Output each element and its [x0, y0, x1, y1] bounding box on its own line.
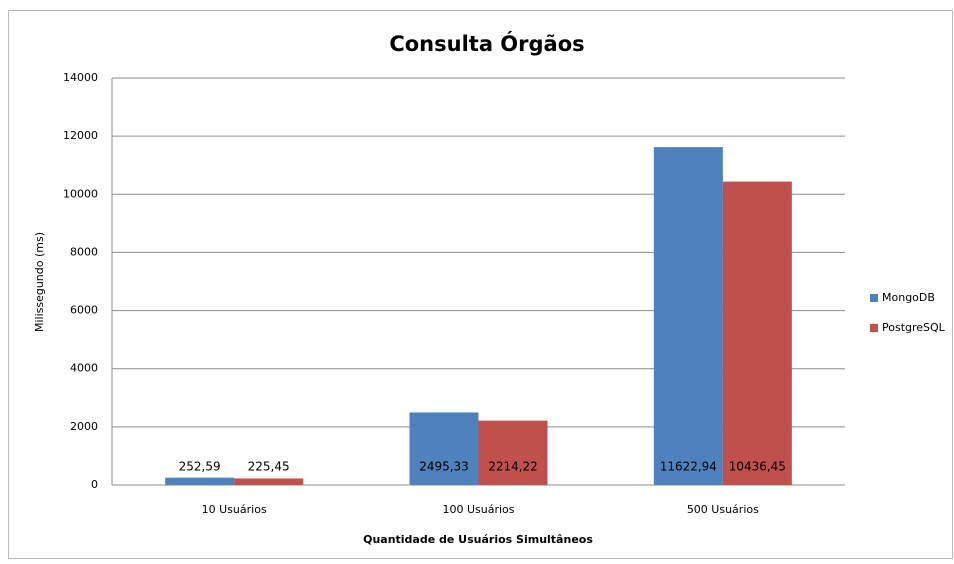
y-tick-label: 4000	[70, 362, 98, 375]
data-label: 10436,45	[729, 460, 786, 474]
data-label: 252,59	[179, 460, 221, 474]
y-tick-label: 0	[91, 478, 98, 491]
y-axis-label: Milissegundo (ms)	[33, 232, 46, 332]
y-tick-label: 12000	[63, 129, 98, 142]
y-tick-label: 6000	[70, 304, 98, 317]
data-label: 2495,33	[419, 460, 469, 474]
data-label: 225,45	[248, 460, 290, 474]
x-tick-label: 100 Usuários	[442, 503, 514, 516]
y-tick-label: 2000	[70, 420, 98, 433]
y-tick-label: 14000	[63, 71, 98, 84]
bar	[478, 420, 548, 485]
x-axis-label: Quantidade de Usuários Simultâneos	[363, 533, 593, 546]
bar	[234, 478, 304, 485]
bar	[653, 147, 723, 485]
y-tick-label: 8000	[70, 245, 98, 258]
x-tick-label: 10 Usuários	[202, 503, 267, 516]
data-label: 11622,94	[660, 460, 717, 474]
legend-swatch	[870, 324, 878, 332]
data-label: 2214,22	[488, 460, 538, 474]
legend-swatch	[870, 294, 878, 302]
bar	[165, 477, 235, 485]
bar	[409, 412, 479, 485]
y-tick-label: 10000	[63, 187, 98, 200]
chart-title: Consulta Órgãos	[389, 31, 584, 56]
legend-label: MongoDB	[882, 291, 935, 304]
x-tick-label: 500 Usuários	[687, 503, 759, 516]
bar	[722, 181, 792, 486]
legend-label: PostgreSQL	[882, 321, 946, 334]
